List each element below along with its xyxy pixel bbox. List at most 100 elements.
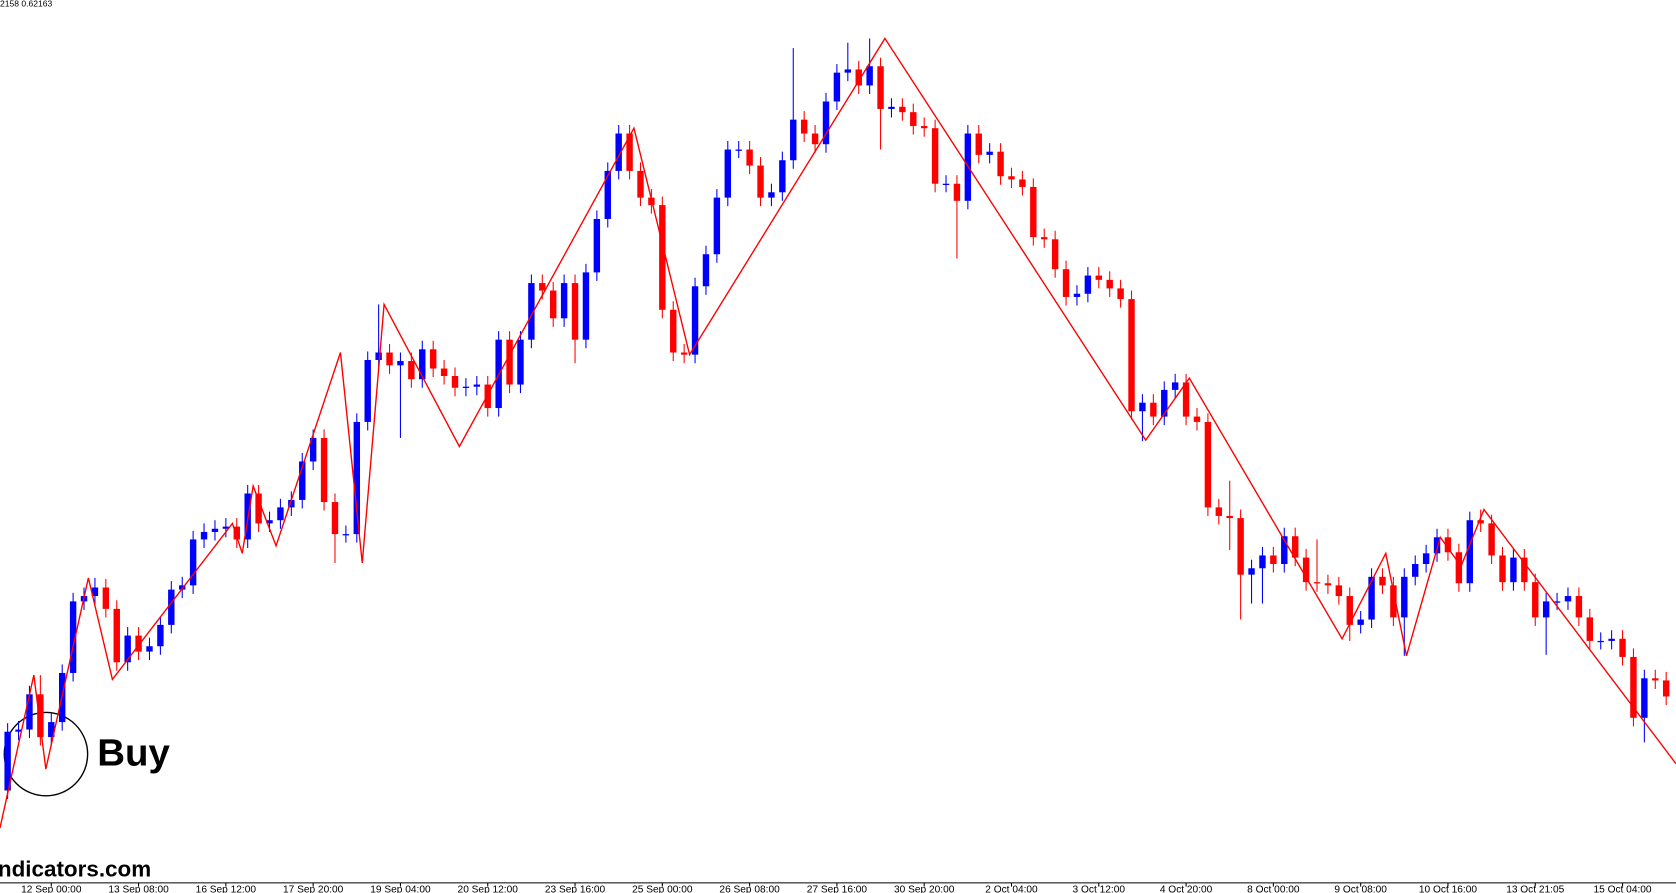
- candle-body: [517, 339, 524, 385]
- candle-body: [1499, 555, 1506, 583]
- candle-body: [659, 205, 666, 310]
- candle-body: [1390, 585, 1397, 618]
- candle-body: [1422, 553, 1430, 564]
- candle-body: [1324, 583, 1332, 586]
- candle-body: [539, 283, 546, 291]
- candle-body: [429, 349, 437, 369]
- candle-body: [1433, 537, 1441, 554]
- candle-body: [1641, 678, 1648, 718]
- candle-body: [942, 183, 950, 186]
- candle-body: [615, 133, 622, 171]
- candle-body: [353, 421, 361, 535]
- candle-body: [48, 722, 55, 738]
- candle-body: [1128, 299, 1135, 412]
- buy-annotation: Buy: [97, 731, 170, 774]
- zigzag-line: [0, 37, 1676, 828]
- candle-body: [779, 160, 786, 193]
- x-tick-label: 30 Sep 20:00: [894, 884, 955, 893]
- x-tick-label: 19 Sep 04:00: [370, 884, 431, 893]
- candle-body: [997, 151, 1004, 177]
- candle-body: [124, 635, 131, 663]
- candle-body: [953, 183, 961, 201]
- candle-body: [1161, 389, 1168, 417]
- watermark: ndicators.com: [0, 856, 151, 881]
- buy-circle: [3, 711, 89, 797]
- x-tick-label: 25 Sep 00:00: [632, 884, 693, 893]
- candle-body: [1248, 568, 1255, 575]
- candle-body: [593, 218, 601, 273]
- candle-body: [746, 149, 753, 166]
- candle-body: [37, 694, 44, 738]
- candle-body: [440, 368, 448, 376]
- candle-body: [1532, 582, 1539, 618]
- candle-body: [375, 352, 382, 360]
- candle-body: [1553, 601, 1561, 603]
- candle-body: [1171, 382, 1179, 390]
- candle-body: [1259, 555, 1266, 569]
- candle-body: [931, 128, 939, 184]
- candle-body: [1084, 275, 1092, 294]
- candle-body: [1041, 237, 1048, 240]
- candle-body: [899, 106, 906, 113]
- candle-body: [1564, 596, 1572, 602]
- candle-body: [550, 290, 557, 319]
- candle-body: [1095, 275, 1102, 280]
- candle-body: [582, 272, 590, 340]
- candle-body: [1357, 619, 1364, 625]
- candle-body: [1455, 552, 1463, 584]
- candle-body: [342, 534, 350, 536]
- candle-body: [135, 635, 142, 652]
- candle-body: [1139, 402, 1146, 412]
- candle-body: [1215, 507, 1223, 516]
- candle-body: [157, 624, 164, 647]
- candle-body: [1204, 421, 1212, 508]
- candle-body: [1302, 557, 1310, 583]
- candle-body: [1150, 402, 1157, 417]
- candle-body: [975, 133, 982, 155]
- x-tick-label: 26 Sep 08:00: [719, 884, 780, 893]
- candle-body: [222, 526, 230, 529]
- candle-body: [1401, 576, 1408, 618]
- candle-body: [1073, 293, 1081, 297]
- candle-body: [626, 133, 633, 171]
- candle-body: [1542, 601, 1550, 618]
- candle-body: [800, 119, 808, 134]
- candle-body: [1226, 515, 1233, 519]
- candle-body: [364, 359, 371, 422]
- candle-body: [1182, 382, 1190, 417]
- candle-body: [1412, 564, 1419, 577]
- candle-body: [1652, 678, 1659, 681]
- candle-body: [113, 608, 120, 663]
- candle-body: [724, 149, 732, 198]
- candle-body: [1051, 239, 1059, 270]
- candle-body: [266, 520, 273, 524]
- candle-body: [1619, 638, 1626, 657]
- candle-body: [1662, 680, 1670, 697]
- candle-body: [1106, 279, 1113, 289]
- candle-body: [1368, 576, 1375, 620]
- candle-body: [1608, 638, 1615, 641]
- candle-body: [1379, 576, 1386, 586]
- candle-body: [277, 507, 284, 521]
- candle-body: [15, 729, 22, 732]
- candle-body: [168, 589, 175, 625]
- x-tick-label: 9 Oct 08:00: [1334, 884, 1387, 893]
- candle-body: [255, 493, 262, 524]
- x-tick-label: 13 Sep 08:00: [108, 884, 169, 893]
- candle-body: [1237, 518, 1244, 575]
- candle-body: [506, 339, 513, 385]
- x-tick-label: 10 Oct 16:00: [1419, 884, 1477, 893]
- candle-body: [790, 119, 797, 161]
- x-tick-label: 3 Oct 12:00: [1073, 884, 1126, 893]
- candle-body: [331, 502, 339, 535]
- x-tick-label: 16 Sep 12:00: [196, 884, 257, 893]
- candle-body: [299, 461, 306, 500]
- candle-body: [670, 309, 677, 353]
- candle-body: [1335, 585, 1343, 597]
- candle-body: [1313, 582, 1321, 584]
- x-tick-label: 12 Sep 00:00: [21, 884, 82, 893]
- candle-body: [233, 526, 240, 540]
- x-tick-label: 23 Sep 16:00: [545, 884, 606, 893]
- candle-body: [1521, 557, 1528, 583]
